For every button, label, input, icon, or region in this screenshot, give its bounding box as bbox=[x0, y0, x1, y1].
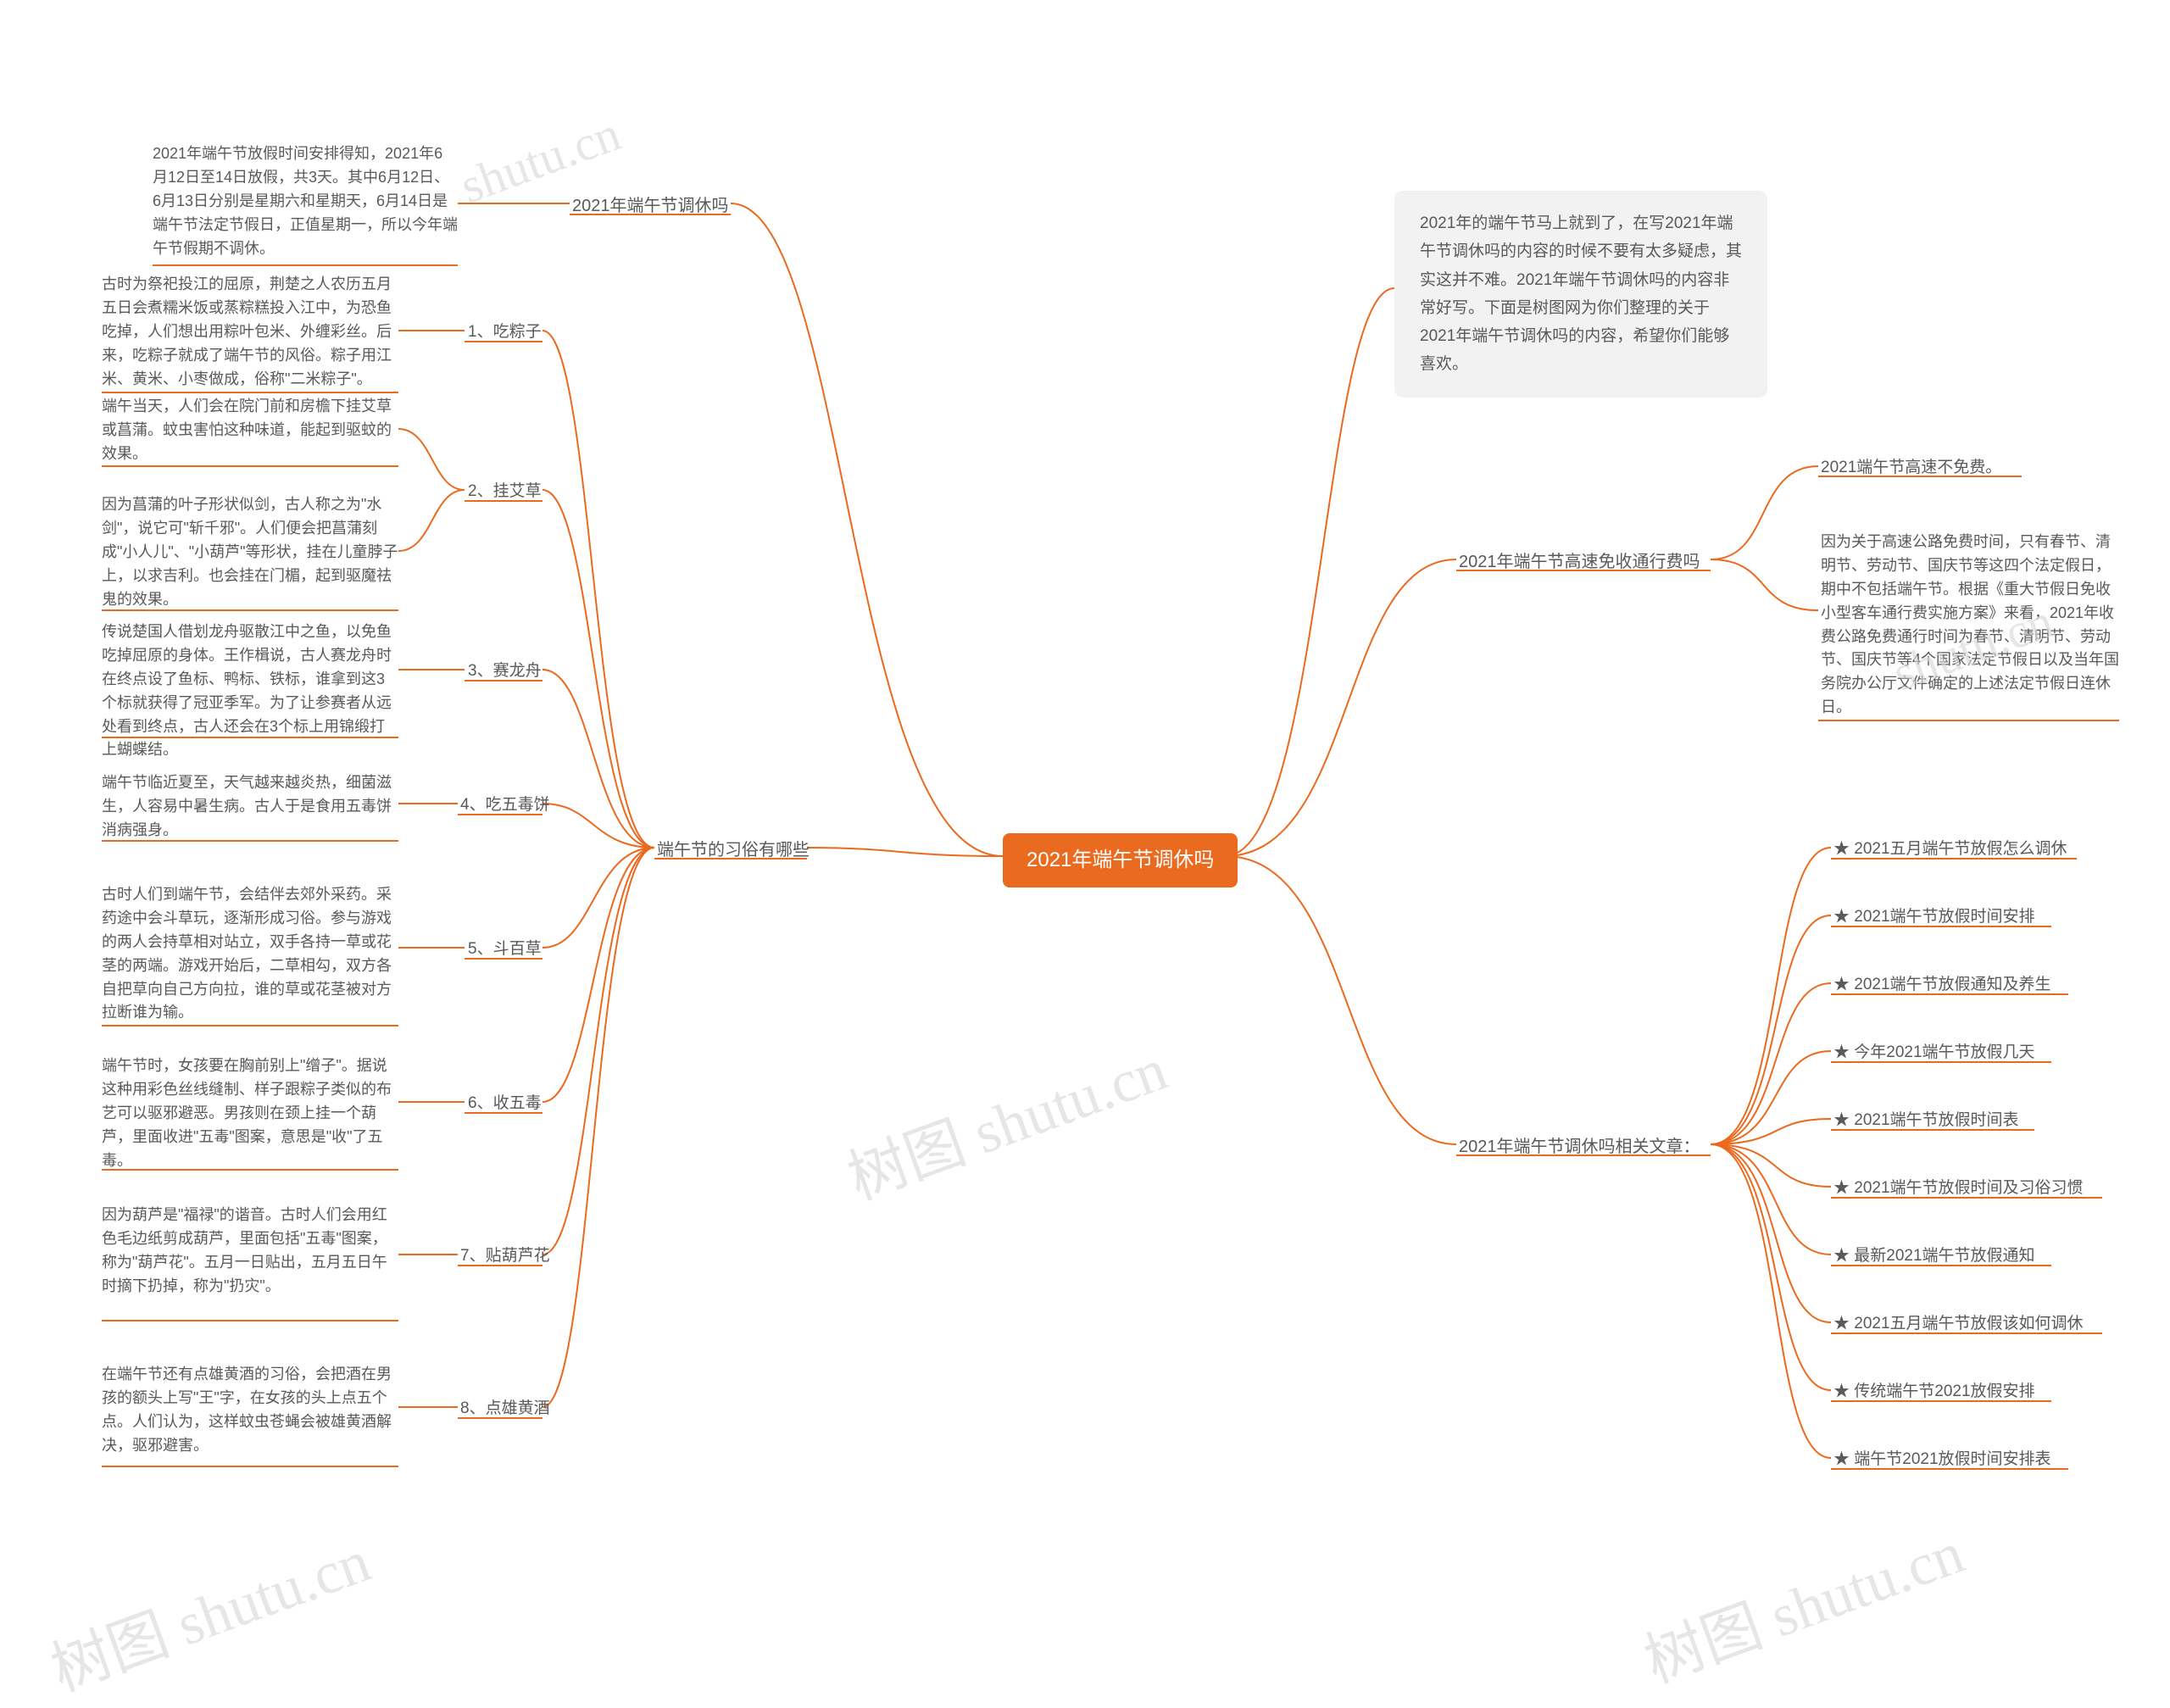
left-branch-2: 端午节的习俗有哪些 bbox=[657, 837, 810, 863]
custom-item-8-desc: 在端午节还有点雄黄酒的习俗，会把酒在男孩的额头上写"王"字，在女孩的头上点五个点… bbox=[102, 1363, 398, 1458]
article-7: ★ 最新2021端午节放假通知 bbox=[1833, 1244, 2035, 1269]
watermark: 树图 shutu.cn bbox=[38, 1514, 381, 1708]
article-1: ★ 2021五月端午节放假怎么调休 bbox=[1833, 837, 2067, 862]
right-b1-desc2: 因为关于高速公路免费时间，只有春节、清明节、劳动节、国庆节等这四个法定假日，期中… bbox=[1821, 531, 2119, 720]
custom-item-6: 6、收五毒 bbox=[468, 1092, 542, 1116]
article-10: ★ 端午节2021放假时间安排表 bbox=[1833, 1448, 2051, 1472]
custom-item-4-desc: 端午节临近夏至，天气越来越炎热，细菌滋生，人容易中暑生病。古人于是食用五毒饼消病… bbox=[102, 771, 398, 843]
custom-item-2-desc2: 因为菖蒲的叶子形状似剑，古人称之为"水剑"，说它可"斩千邪"。人们便会把菖蒲刻成… bbox=[102, 493, 398, 611]
custom-item-1-desc: 古时为祭祀投江的屈原，荆楚之人农历五月五日会煮糯米饭或蒸粽糕投入江中，为恐鱼吃掉… bbox=[102, 273, 398, 391]
article-6: ★ 2021端午节放假时间及习俗习惯 bbox=[1833, 1177, 2084, 1201]
custom-item-8: 8、点雄黄酒 bbox=[460, 1397, 550, 1421]
custom-item-5-desc: 古时人们到端午节，会结伴去郊外采药。采药途中会斗草玩，逐渐形成习俗。参与游戏的两… bbox=[102, 883, 398, 1025]
article-2: ★ 2021端午节放假时间安排 bbox=[1833, 905, 2035, 930]
right-b1-desc1: 2021端午节高速不免费。 bbox=[1821, 456, 2001, 481]
custom-item-6-desc: 端午节时，女孩要在胸前别上"缯子"。据说这种用彩色丝线缝制、样子跟粽子类似的布艺… bbox=[102, 1054, 398, 1172]
custom-item-2-desc1: 端午当天，人们会在院门前和房檐下挂艾草或菖蒲。蚊虫害怕这种味道，能起到驱蚊的效果… bbox=[102, 395, 398, 466]
custom-item-2: 2、挂艾草 bbox=[468, 480, 542, 504]
custom-item-5: 5、斗百草 bbox=[468, 937, 542, 962]
article-5: ★ 2021端午节放假时间表 bbox=[1833, 1109, 2019, 1133]
center-node: 2021年端午节调休吗 bbox=[1003, 833, 1238, 887]
intro-box: 2021年的端午节马上就到了，在写2021年端午节调休吗的内容的时候不要有太多疑… bbox=[1394, 191, 1767, 398]
left-branch-1: 2021年端午节调休吗 bbox=[572, 193, 729, 219]
left-b1-desc: 2021年端午节放假时间安排得知，2021年6月12日至14日放假，共3天。其中… bbox=[153, 142, 458, 260]
watermark: 树图 shutu.cn bbox=[1632, 1505, 1974, 1700]
watermark: 树图 shutu.cn bbox=[835, 1022, 1177, 1216]
article-9: ★ 传统端午节2021放假安排 bbox=[1833, 1380, 2035, 1405]
custom-item-1: 1、吃粽子 bbox=[468, 320, 542, 345]
custom-item-7-desc: 因为葫芦是"福禄"的谐音。古时人们会用红色毛边纸剪成葫芦，里面包括"五毒"图案，… bbox=[102, 1204, 398, 1299]
custom-item-3: 3、赛龙舟 bbox=[468, 659, 542, 684]
custom-item-3-desc: 传说楚国人借划龙舟驱散江中之鱼，以免鱼吃掉屈原的身体。王作楫说，古人赛龙舟时在终… bbox=[102, 620, 398, 762]
article-4: ★ 今年2021端午节放假几天 bbox=[1833, 1041, 2035, 1065]
right-branch-1: 2021年端午节高速免收通行费吗 bbox=[1459, 549, 1700, 575]
custom-item-4: 4、吃五毒饼 bbox=[460, 793, 550, 818]
article-8: ★ 2021五月端午节放假该如何调休 bbox=[1833, 1312, 2084, 1337]
right-branch-2: 2021年端午节调休吗相关文章： bbox=[1459, 1134, 1700, 1160]
custom-item-7: 7、贴葫芦花 bbox=[460, 1244, 550, 1269]
article-3: ★ 2021端午节放假通知及养生 bbox=[1833, 973, 2051, 998]
